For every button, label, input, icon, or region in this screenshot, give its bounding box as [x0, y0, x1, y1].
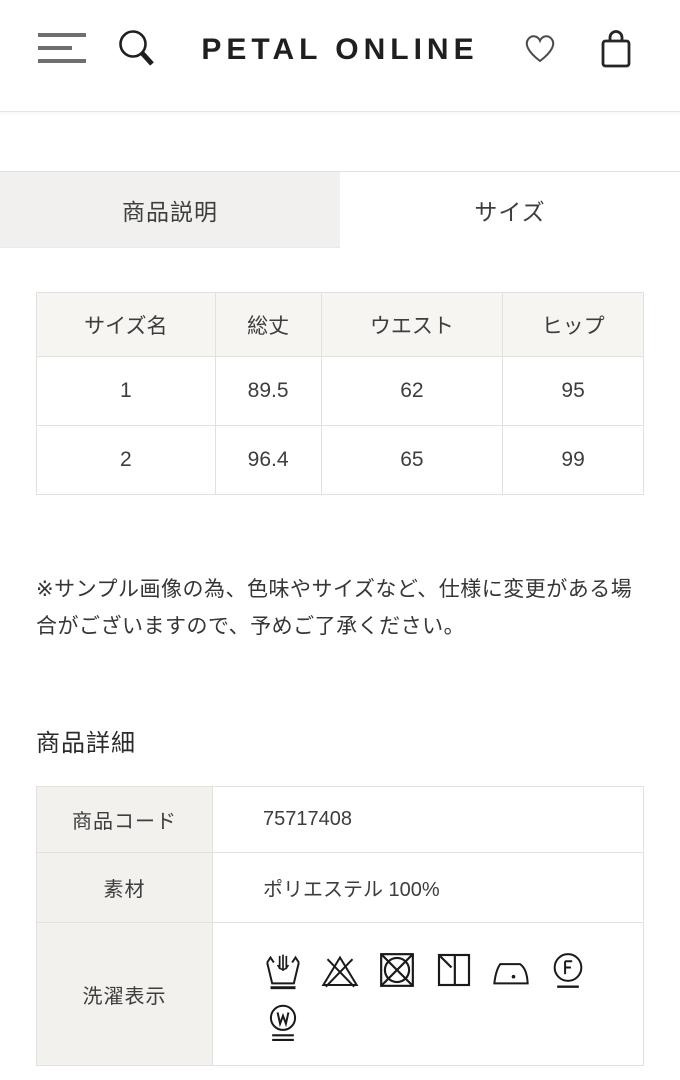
hand-wash-icon	[266, 954, 300, 990]
app-header: PETAL ONLINE	[0, 0, 680, 112]
details-heading: 商品詳細	[36, 730, 136, 757]
heart-icon[interactable]	[522, 31, 558, 68]
shopping-bag-icon[interactable]	[598, 28, 634, 73]
dry-clean-petroleum-gentle-icon	[553, 953, 583, 988]
line-dry-in-shade-icon	[437, 953, 471, 987]
detail-row-material: 素材 ポリエステル 100%	[36, 852, 644, 923]
size-table: サイズ名 総丈 ウエスト ヒップ 1 89.5 62 95 2 96.4 65 …	[36, 292, 644, 495]
size-length: 89.5	[214, 356, 322, 426]
size-hip: 99	[502, 425, 644, 495]
size-length: 96.4	[214, 425, 322, 495]
do-not-tumble-dry-icon	[380, 953, 414, 987]
product-code-value: 75717408	[212, 786, 644, 853]
size-col-length: 総丈	[214, 292, 322, 357]
hamburger-menu-icon[interactable]	[38, 33, 86, 63]
size-waist: 62	[320, 356, 504, 426]
product-code-label: 商品コード	[36, 786, 213, 853]
sample-disclaimer-note: ※サンプル画像の為、色味やサイズなど、仕様に変更がある場合がございますので、予め…	[36, 578, 633, 638]
size-name: 2	[36, 425, 216, 495]
care-symbols-value	[212, 922, 644, 1066]
detail-row-care-symbols: 洗濯表示	[36, 922, 644, 1066]
details-table: 商品コード 75717408 素材 ポリエステル 100% 洗濯表示	[36, 786, 644, 1066]
size-col-name: サイズ名	[36, 292, 216, 357]
size-table-row-2: 2 96.4 65 99	[36, 425, 644, 495]
care-symbols-label: 洗濯表示	[36, 922, 213, 1066]
search-icon[interactable]	[116, 28, 156, 73]
size-hip: 95	[502, 356, 644, 426]
tab-product-description[interactable]: 商品説明	[0, 172, 340, 248]
size-col-hip: ヒップ	[502, 292, 644, 357]
care-symbols-row-1	[263, 948, 643, 992]
size-table-header-row: サイズ名 総丈 ウエスト ヒップ	[36, 292, 644, 357]
tab-bar: 商品説明 サイズ	[0, 171, 680, 248]
wet-clean-very-gentle-icon	[269, 1004, 297, 1041]
size-name: 1	[36, 356, 216, 426]
size-col-waist: ウエスト	[320, 292, 504, 357]
tab-size[interactable]: サイズ	[340, 172, 680, 248]
material-label: 素材	[36, 852, 213, 923]
do-not-bleach-icon	[321, 955, 359, 988]
material-value: ポリエステル 100%	[212, 852, 644, 923]
care-symbols-row-2	[263, 1000, 643, 1044]
size-table-row-1: 1 89.5 62 95	[36, 356, 644, 426]
brand-logo[interactable]: PETAL ONLINE	[201, 33, 479, 66]
iron-low-heat-icon	[493, 963, 529, 985]
detail-row-product-code: 商品コード 75717408	[36, 786, 644, 853]
size-waist: 65	[320, 425, 504, 495]
